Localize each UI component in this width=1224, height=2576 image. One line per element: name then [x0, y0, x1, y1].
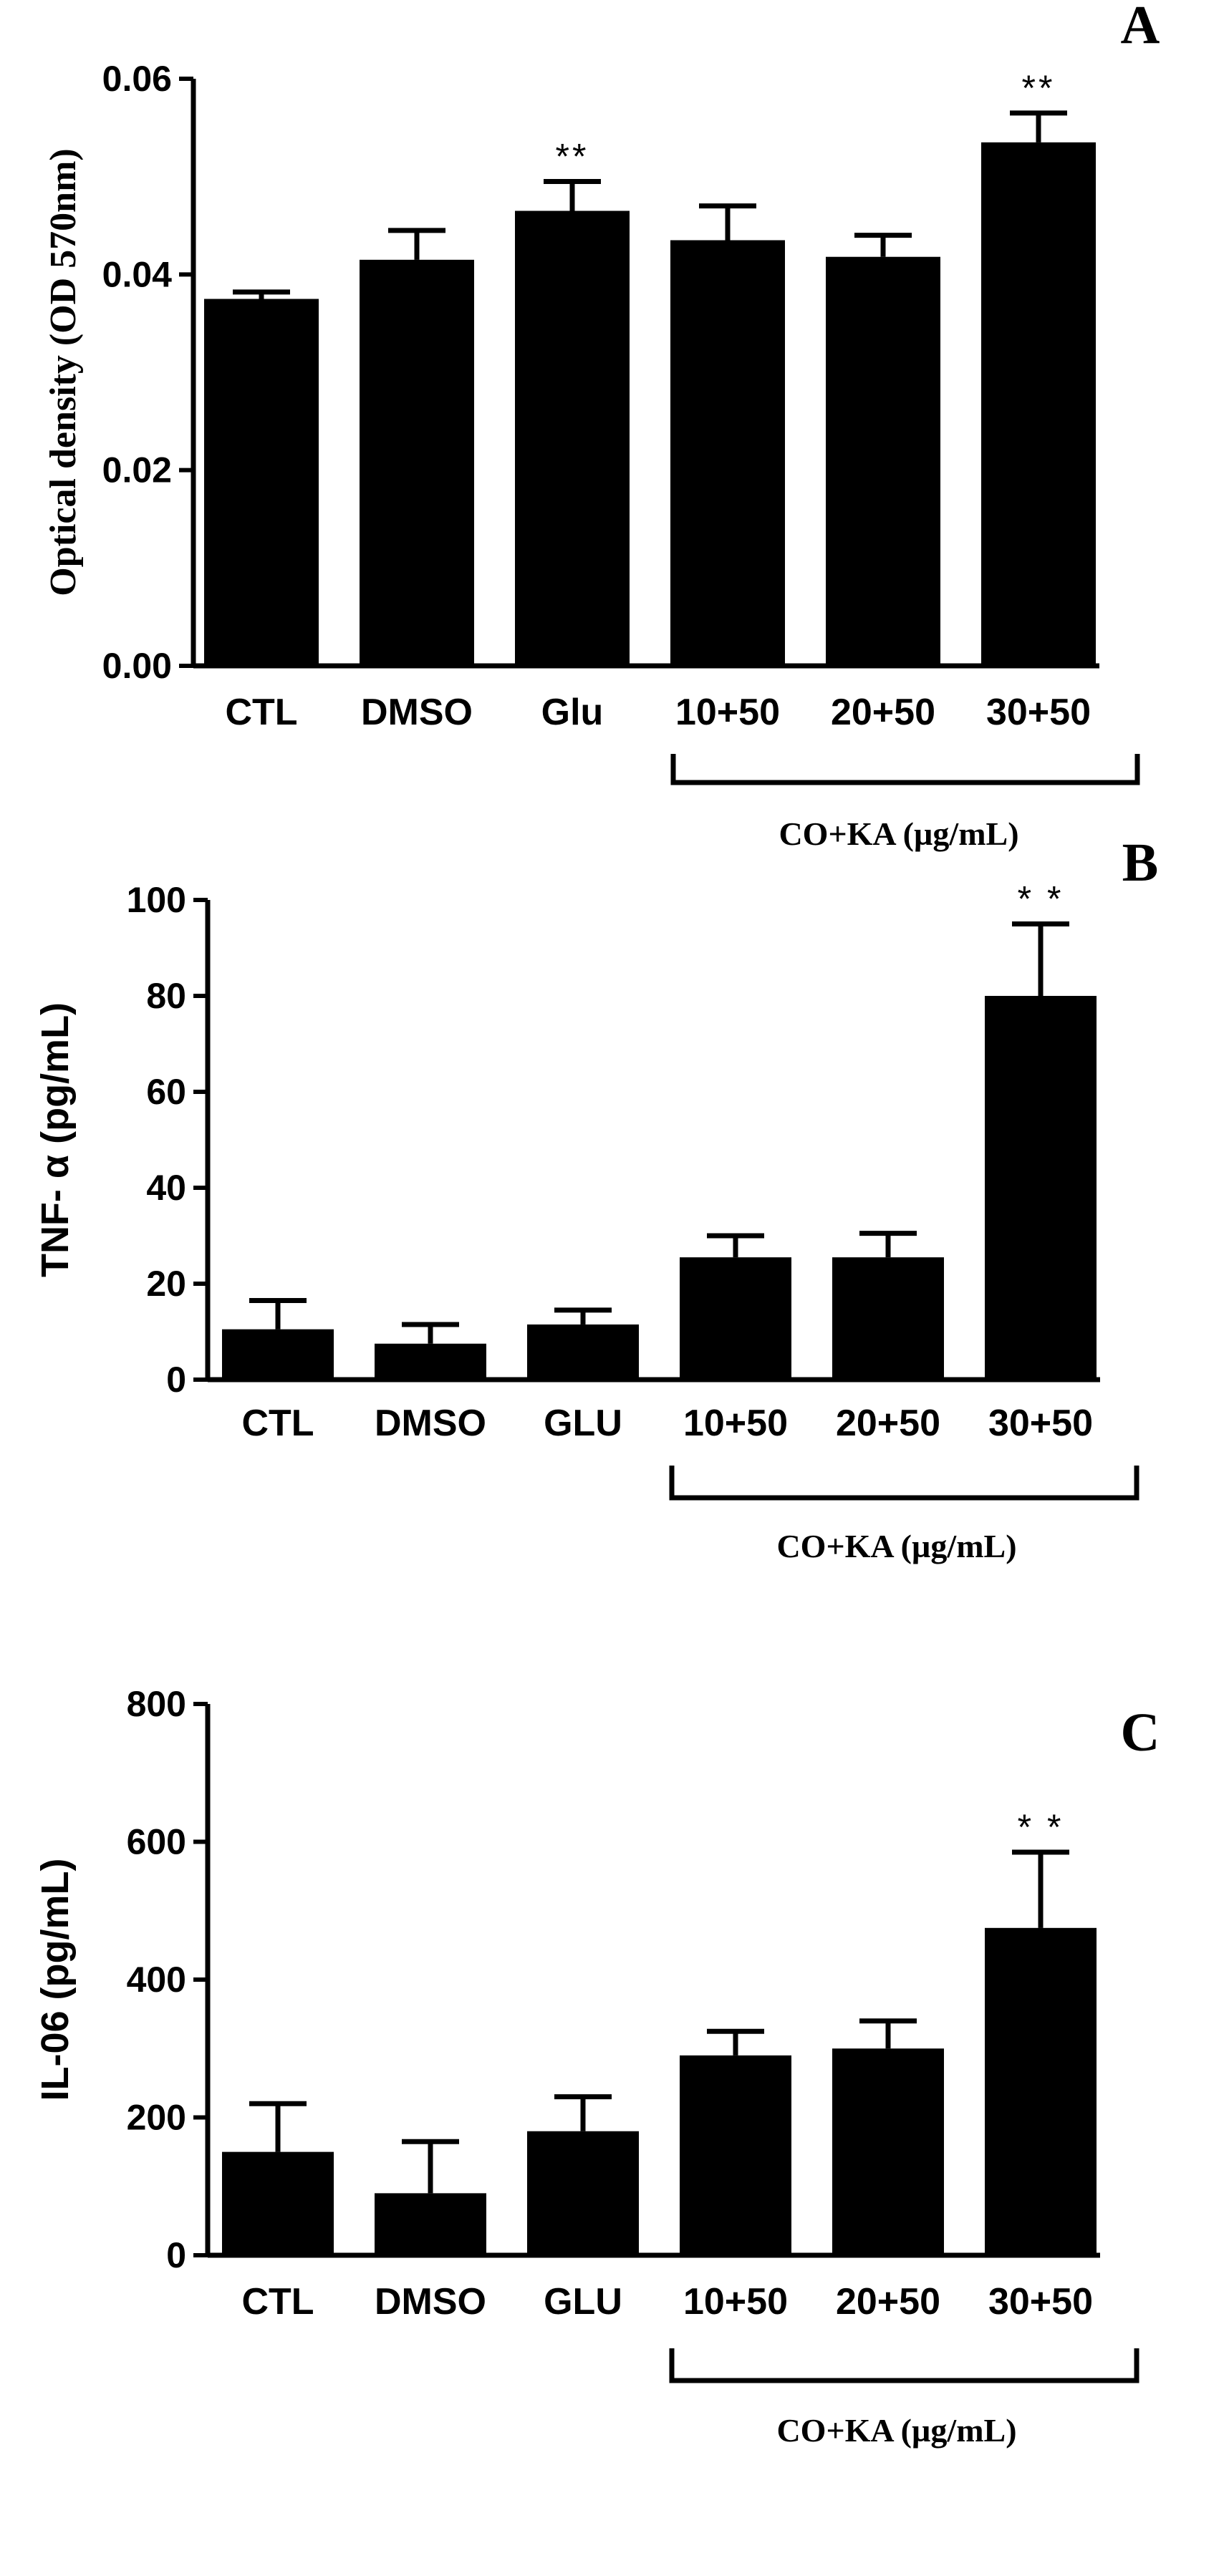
x-tick-label: GLU [544, 2281, 622, 2323]
chart-panel-b: B 0 20 40 60 80 100 TNF- α (pg/mL) CTL DMSO GLU 10+… [34, 833, 1158, 1564]
x-tick-label: DMSO [375, 2281, 486, 2323]
panel-label: C [1121, 1703, 1160, 1763]
y-axis-label: IL-06 (pg/mL) [34, 1859, 77, 2101]
y-tick-label: 0 [166, 2235, 186, 2275]
panel-label: B [1122, 833, 1159, 893]
bar [985, 996, 1097, 1380]
y-tick-label: 0 [166, 1360, 186, 1400]
x-tick-label: 10+50 [675, 692, 780, 733]
y-tick-label: 400 [127, 1960, 186, 2000]
bar [832, 2048, 944, 2255]
group-bracket [669, 1466, 1139, 1501]
y-tick-label: 20 [146, 1264, 186, 1304]
y-tick-label: 40 [146, 1168, 186, 1208]
y-tick-label: 0.02 [102, 450, 172, 490]
bar [375, 2193, 486, 2255]
group-label: CO+KA (µg/mL) [776, 1528, 1016, 1564]
x-tick-label: 30+50 [988, 2281, 1093, 2323]
y-tick-label: 600 [127, 1822, 186, 1862]
x-tick-label: CTL [225, 692, 297, 733]
x-tick-label: DMSO [375, 1403, 486, 1444]
bar [981, 142, 1096, 667]
x-tick-label: CTL [241, 2281, 314, 2323]
y-tick-label: 60 [146, 1072, 186, 1112]
bar [985, 1927, 1097, 2255]
x-tick-label: 30+50 [988, 1403, 1093, 1444]
bar [204, 299, 319, 666]
y-tick-label: 0.00 [102, 646, 172, 686]
bar [515, 210, 630, 666]
bar [680, 2055, 791, 2255]
x-tick-label: GLU [544, 1403, 622, 1444]
x-tick-label: 30+50 [986, 692, 1091, 733]
y-tick-label: 0.06 [102, 59, 172, 99]
chart-panel-a: A 0.00 0.02 0.04 0.06 Optical density (OD 570… [43, 0, 1160, 852]
chart-panel-c: C 0 200 400 600 800 IL-06 (pg/mL) CTL DMSO GLU 10+… [34, 1684, 1160, 2449]
x-tick-label: 10+50 [683, 1403, 788, 1444]
bar [680, 1257, 791, 1380]
bar [222, 2151, 334, 2255]
bar [670, 240, 785, 666]
x-tick-label: CTL [241, 1403, 314, 1444]
y-tick-label: 800 [127, 1684, 186, 1724]
y-axis-label: Optical density (OD 570nm) [43, 148, 84, 596]
x-tick-label: DMSO [361, 692, 473, 733]
panel-label: A [1121, 0, 1160, 55]
x-tick-label: Glu [541, 692, 604, 733]
bar [375, 1343, 486, 1380]
bar [527, 1324, 639, 1380]
y-tick-label: 100 [127, 880, 186, 920]
significance-marker: ** [1022, 68, 1056, 108]
x-tick-label: 10+50 [683, 2281, 788, 2323]
y-tick-label: 80 [146, 976, 186, 1016]
significance-marker: ** [556, 137, 589, 177]
bar [832, 1257, 944, 1380]
x-tick-label: 20+50 [836, 1403, 940, 1444]
bar [222, 1329, 334, 1380]
x-tick-label: 20+50 [831, 692, 935, 733]
group-bracket [669, 2348, 1139, 2383]
bar [360, 259, 474, 666]
bar [527, 2131, 639, 2255]
y-tick-label: 200 [127, 2098, 186, 2138]
x-tick-label: 20+50 [836, 2281, 940, 2323]
y-tick-label: 0.04 [102, 254, 173, 294]
significance-marker: * * [1018, 1807, 1064, 1847]
group-label: CO+KA (µg/mL) [779, 815, 1018, 852]
group-bracket [670, 754, 1140, 785]
bar [826, 256, 940, 666]
y-axis-label: TNF- α (pg/mL) [34, 1002, 77, 1277]
significance-marker: * * [1018, 879, 1064, 919]
group-label: CO+KA (µg/mL) [776, 2412, 1016, 2449]
